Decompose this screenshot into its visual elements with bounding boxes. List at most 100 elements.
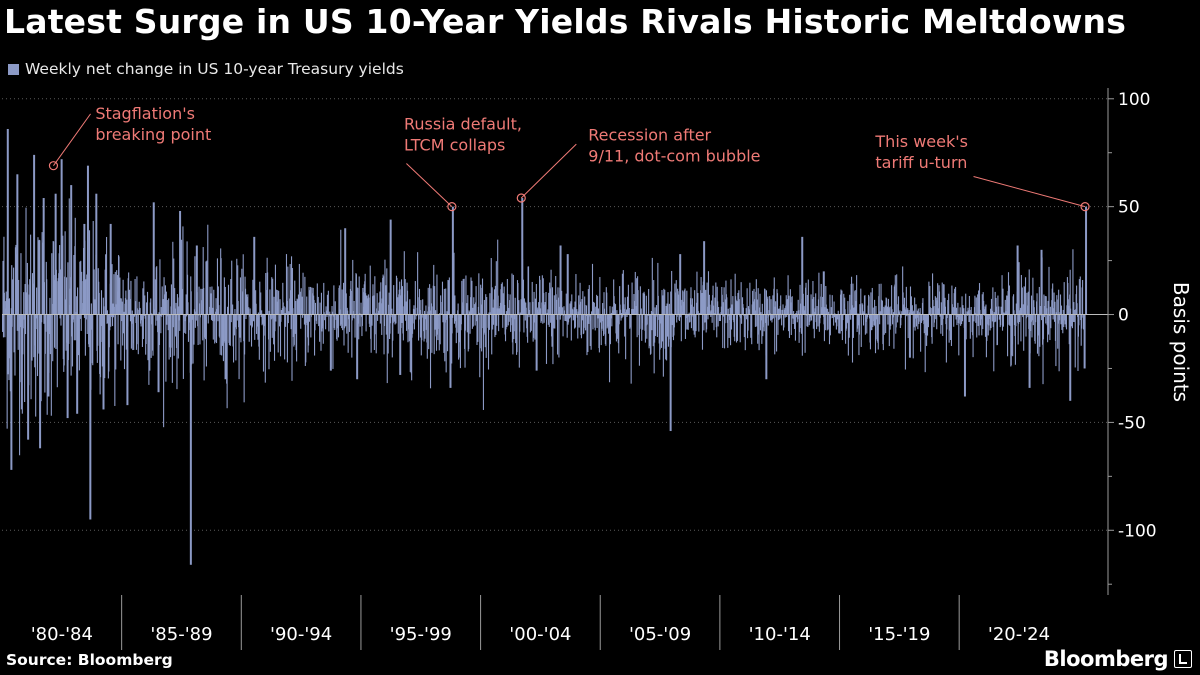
bar — [1074, 314, 1076, 368]
bar — [271, 277, 273, 315]
bar-spike — [224, 314, 227, 380]
bar — [441, 281, 444, 315]
bar — [770, 314, 772, 321]
bar — [646, 314, 648, 325]
bar — [705, 289, 707, 315]
bar — [795, 312, 797, 315]
bar — [518, 314, 520, 368]
bar — [1082, 280, 1084, 315]
bar — [247, 294, 249, 315]
bar — [142, 314, 144, 340]
bar — [553, 314, 555, 329]
bar — [3, 236, 5, 315]
bar — [823, 314, 825, 342]
bar — [597, 308, 600, 315]
bar — [493, 314, 495, 325]
bar — [792, 314, 794, 324]
bar — [770, 299, 772, 315]
bar — [511, 273, 513, 315]
bar — [345, 314, 347, 327]
bar — [309, 286, 311, 315]
bar — [506, 314, 508, 328]
bar — [369, 265, 371, 315]
bar — [709, 311, 711, 315]
bar — [478, 312, 480, 315]
bar-spike — [33, 154, 36, 315]
bar — [356, 287, 358, 315]
bar — [1039, 306, 1041, 315]
bar — [406, 314, 408, 331]
bar — [384, 259, 386, 315]
bar — [734, 314, 736, 342]
bar — [757, 288, 759, 315]
bar — [752, 290, 754, 315]
bar — [319, 314, 321, 342]
bar — [240, 314, 242, 343]
bar — [319, 302, 321, 315]
bar — [250, 314, 253, 347]
bar-spike — [559, 245, 562, 315]
bar — [354, 314, 356, 338]
bar-spike — [42, 198, 45, 315]
bar — [2, 314, 4, 332]
bar — [161, 314, 163, 317]
bar — [341, 314, 343, 329]
bar — [471, 314, 473, 329]
bar — [621, 273, 623, 315]
bar — [898, 312, 900, 315]
bar — [250, 314, 252, 326]
bar — [849, 309, 851, 315]
bar — [871, 287, 873, 315]
bar — [294, 280, 296, 315]
bar — [186, 274, 189, 315]
bar — [727, 314, 729, 348]
bar — [919, 308, 921, 315]
bar — [802, 293, 804, 315]
bar — [662, 295, 664, 315]
bar — [303, 314, 305, 325]
bar-spike — [70, 185, 73, 315]
bar — [809, 314, 811, 321]
bar — [172, 241, 174, 315]
bar — [516, 314, 518, 353]
bar — [169, 314, 171, 348]
bar — [336, 314, 338, 341]
bar — [122, 314, 124, 346]
bar — [871, 314, 873, 331]
bar — [1047, 300, 1049, 315]
bar — [923, 314, 925, 334]
bar — [223, 314, 225, 342]
bar — [117, 314, 119, 345]
bar — [466, 314, 468, 333]
bar — [827, 308, 829, 315]
bar — [451, 314, 453, 364]
bar — [738, 299, 740, 315]
bar — [67, 262, 69, 315]
bar — [488, 314, 490, 330]
bar — [322, 314, 324, 344]
bar — [553, 295, 555, 315]
bar — [550, 314, 552, 323]
bar — [490, 258, 492, 315]
bar — [609, 314, 611, 345]
bar — [905, 286, 907, 315]
bar — [665, 305, 667, 315]
bar — [562, 314, 565, 316]
bar — [758, 314, 760, 351]
bar — [644, 314, 646, 343]
bar-spike — [39, 314, 42, 449]
bar — [1053, 292, 1055, 315]
bar-spike — [109, 223, 112, 315]
bar-spike — [669, 314, 672, 432]
bar — [616, 314, 618, 339]
bar — [17, 314, 19, 350]
bar — [1050, 314, 1052, 329]
bar — [100, 314, 102, 378]
bar — [897, 296, 900, 315]
bar — [328, 314, 330, 316]
bar — [144, 295, 146, 315]
bar — [405, 314, 407, 321]
bar — [807, 314, 809, 327]
annotation-label: tariff u-turn — [875, 153, 967, 172]
bar — [4, 301, 6, 315]
